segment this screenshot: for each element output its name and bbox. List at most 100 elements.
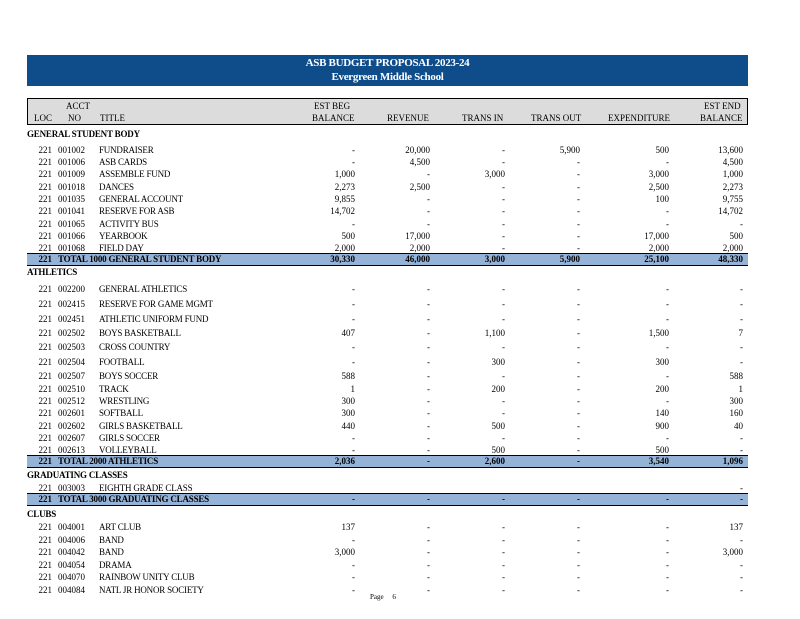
- cell-loc: 221: [38, 445, 53, 455]
- cell-tin: -: [502, 206, 505, 216]
- cell-loc: 221: [38, 522, 53, 532]
- cell-end: -: [740, 585, 743, 595]
- cell-rev: -: [427, 328, 430, 338]
- total-exp: -: [666, 494, 669, 504]
- cell-title: ACTIVITY BUS: [99, 219, 159, 229]
- cell-tout: -: [577, 408, 580, 418]
- total-loc: 221: [38, 494, 53, 504]
- cell-exp: 100: [655, 194, 670, 204]
- cell-tout: -: [577, 547, 580, 557]
- cell-title: GENERAL ATHLETICS: [99, 284, 188, 294]
- cell-title: RESERVE FOR GAME MGMT: [99, 299, 213, 309]
- table-row: 221 004001 ART CLUB 137 - - - - 137: [27, 521, 748, 533]
- cell-tin: -: [502, 145, 505, 155]
- cell-beg: -: [352, 314, 355, 324]
- cell-rev: -: [427, 169, 430, 179]
- total-end: 1,096: [722, 456, 743, 466]
- cell-tin: -: [502, 535, 505, 545]
- cell-tin: -: [502, 231, 505, 241]
- cell-tout: -: [577, 284, 580, 294]
- table-row: 221 001041 RESERVE FOR ASB 14,702 - - - - 14,702: [27, 205, 748, 217]
- cell-rev: 17,000: [405, 231, 430, 241]
- cell-tin: -: [502, 547, 505, 557]
- cell-loc: 221: [38, 585, 53, 595]
- cell-rev: -: [427, 206, 430, 216]
- cell-rev: 2,500: [409, 182, 430, 192]
- page-footer: Page 6: [370, 593, 396, 601]
- cell-loc: 221: [38, 169, 53, 179]
- cell-exp: 3,000: [648, 169, 669, 179]
- cell-tin: -: [502, 396, 505, 406]
- cell-acct: 001018: [58, 182, 85, 192]
- cell-acct: 004006: [58, 535, 85, 545]
- cell-beg: 300: [341, 396, 356, 406]
- cell-exp: -: [666, 572, 669, 582]
- section-heading: GENERAL STUDENT BODY: [27, 129, 140, 139]
- table-row: 221 002415 RESERVE FOR GAME MGMT - - - - - -: [27, 298, 748, 310]
- cell-beg: 3,000: [334, 547, 355, 557]
- cell-rev: -: [427, 284, 430, 294]
- cell-title: BAND: [99, 547, 124, 557]
- table-row: 221 001002 FUNDRAISER - 20,000 - 5,900 500 13,60…: [27, 144, 748, 156]
- cell-tout: -: [577, 384, 580, 394]
- cell-rev: -: [427, 357, 430, 367]
- cell-loc: 221: [38, 483, 53, 493]
- cell-tin: -: [502, 560, 505, 570]
- cell-end: -: [740, 219, 743, 229]
- cell-tout: -: [577, 522, 580, 532]
- total-end: -: [740, 494, 743, 504]
- cell-title: YEARBOOK: [99, 231, 148, 241]
- cell-loc: 221: [38, 560, 53, 570]
- cell-tout: -: [577, 299, 580, 309]
- total-label: TOTAL 2000 ATHLETICS: [58, 456, 159, 466]
- total-beg: 30,330: [330, 254, 355, 264]
- cell-exp: -: [666, 535, 669, 545]
- cell-title: GENERAL ACCOUNT: [99, 194, 183, 204]
- cell-rev: -: [427, 522, 430, 532]
- table-row: 221 001009 ASSEMBLE FUND 1,000 - 3,000 - 3,000 1…: [27, 168, 748, 180]
- total-beg: 2,036: [334, 456, 355, 466]
- cell-title: ASSEMBLE FUND: [99, 169, 171, 179]
- cell-tout: 5,900: [559, 145, 580, 155]
- cell-tout: -: [577, 342, 580, 352]
- cell-tin: -: [502, 182, 505, 192]
- table-row: 221 002607 GIRLS SOCCER - - - - - -: [27, 432, 748, 444]
- cell-loc: 221: [38, 299, 53, 309]
- cell-tin: -: [502, 284, 505, 294]
- table-row: 221 001035 GENERAL ACCOUNT 9,855 - - - 100 9,755: [27, 193, 748, 205]
- table-row: 221 002510 TRACK 1 - 200 - 200 1: [27, 383, 748, 395]
- cell-loc: 221: [38, 231, 53, 241]
- cell-exp: -: [666, 522, 669, 532]
- cell-end: 1,000: [722, 169, 743, 179]
- cell-rev: -: [427, 396, 430, 406]
- cell-acct: 002507: [58, 371, 85, 381]
- cell-acct: 001009: [58, 169, 85, 179]
- table-row: 221 002502 BOYS BASKETBALL 407 - 1,100 - 1,500 7: [27, 327, 748, 339]
- cell-rev: -: [427, 535, 430, 545]
- table-row: 221 002602 GIRLS BASKETBALL 440 - 500 - 900 40: [27, 420, 748, 432]
- cell-title: EIGHTH GRADE CLASS: [99, 483, 193, 493]
- cell-title: RESERVE FOR ASB: [99, 206, 175, 216]
- cell-end: -: [740, 535, 743, 545]
- section-heading: CLUBS: [27, 509, 57, 519]
- cell-acct: 001006: [58, 157, 85, 167]
- cell-end: 14,702: [718, 206, 743, 216]
- cell-tin: -: [502, 219, 505, 229]
- cell-loc: 221: [38, 433, 53, 443]
- cell-tin: -: [502, 342, 505, 352]
- total-row: 221 TOTAL 2000 ATHLETICS 2,036 - 2,600 - 3,540…: [27, 455, 748, 468]
- cell-end: 7: [738, 328, 744, 338]
- cell-loc: 221: [38, 371, 53, 381]
- cell-rev: 2,000: [409, 243, 430, 253]
- cell-exp: -: [666, 342, 669, 352]
- cell-exp: 2,000: [648, 243, 669, 253]
- cell-end: -: [740, 572, 743, 582]
- cell-exp: -: [666, 284, 669, 294]
- cell-tin: -: [502, 371, 505, 381]
- cell-acct: 002503: [58, 342, 85, 352]
- cell-end: 4,500: [722, 157, 743, 167]
- cell-tin: 500: [491, 445, 506, 455]
- total-end: 48,330: [718, 254, 743, 264]
- cell-acct: 002512: [58, 396, 85, 406]
- total-tout: -: [577, 456, 580, 466]
